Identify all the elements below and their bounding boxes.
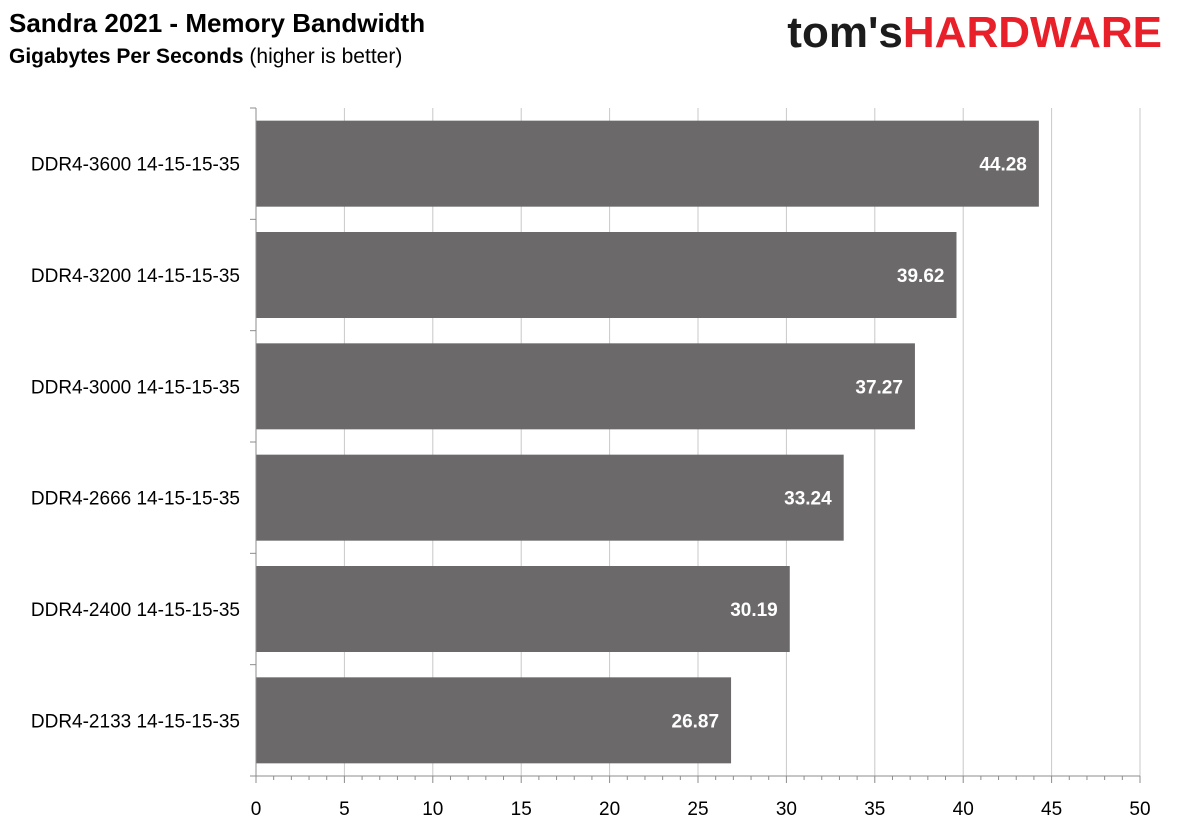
category-label-0: DDR4-3600 14-15-15-35 [31,155,240,176]
x-tick-label-2: 10 [422,799,443,820]
x-tick-label-5: 25 [687,799,708,820]
bar-0 [256,120,1039,207]
x-tick-label-3: 15 [511,799,532,820]
x-tick-label-0: 0 [251,799,262,820]
bar-value-label-2: 37.27 [855,377,903,398]
chart-title: Sandra 2021 - Memory Bandwidth [9,8,426,38]
x-tick-label-9: 45 [1041,799,1062,820]
x-tick-label-4: 20 [599,799,620,820]
x-tick-label-6: 30 [776,799,797,820]
category-label-4: DDR4-2400 14-15-15-35 [31,600,240,621]
chart-subtitle: Gigabytes Per Seconds (higher is better) [9,45,402,69]
bar-value-label-1: 39.62 [897,266,945,287]
bar-1 [256,232,957,318]
bar-5 [256,677,732,764]
bar-3 [256,454,844,541]
x-tick-label-10: 50 [1129,799,1150,820]
category-label-1: DDR4-3200 14-15-15-35 [31,266,240,287]
category-label-3: DDR4-2666 14-15-15-35 [31,489,240,510]
category-label-2: DDR4-3000 14-15-15-35 [31,377,240,398]
logo-part-toms: tom's [787,8,903,57]
bar-value-label-0: 44.28 [979,155,1027,176]
bar-value-label-5: 26.87 [672,711,720,732]
category-label-5: DDR4-2133 14-15-15-35 [31,711,240,732]
bar-value-label-4: 30.19 [730,600,778,621]
bar-2 [256,343,915,430]
subtitle-note: (higher is better) [243,45,403,68]
x-tick-label-8: 40 [953,799,974,820]
bar-4 [256,566,790,652]
x-tick-label-1: 5 [339,799,350,820]
x-tick-label-7: 35 [864,799,885,820]
toms-hardware-logo: tom'sHARDWARE [787,8,1162,58]
bar-value-label-3: 33.24 [784,489,832,510]
subtitle-units: Gigabytes Per Seconds [9,45,244,68]
logo-part-hardware: HARDWARE [902,8,1162,57]
